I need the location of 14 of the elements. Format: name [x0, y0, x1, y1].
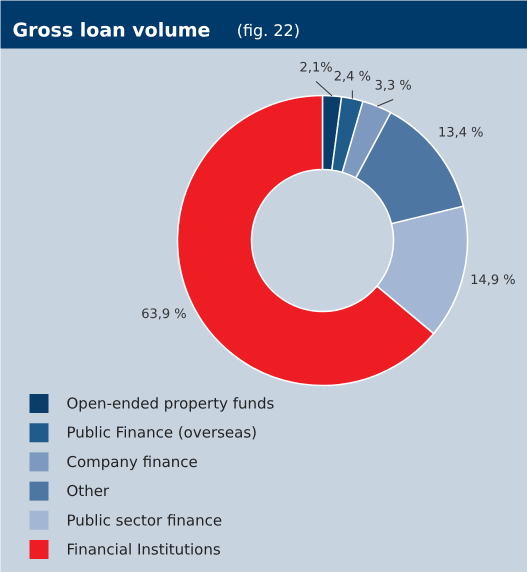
- chart-subtitle: (fig. 22): [236, 21, 300, 40]
- chart-title: Gross loan volume: [12, 20, 210, 42]
- legend-label: Open-ended property funds: [66, 394, 275, 412]
- legend-label: Public Finance (overseas): [66, 424, 258, 442]
- legend-label: Public sector finance: [66, 511, 222, 530]
- legend-label: Financial Institutions: [66, 540, 221, 558]
- legend-label: Company finance: [66, 452, 198, 471]
- data-label: 2,1%: [300, 60, 333, 76]
- data-label: 3,3 %: [374, 78, 412, 94]
- data-label: 63,9 %: [141, 307, 187, 322]
- data-label: 13,4 %: [438, 126, 484, 141]
- legend-label: Other: [66, 482, 110, 500]
- data-label: 14,9 %: [470, 272, 516, 288]
- data-label: 2,4 %: [334, 70, 371, 84]
